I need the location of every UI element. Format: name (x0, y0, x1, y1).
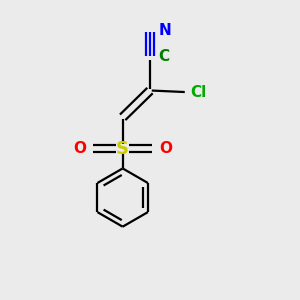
Text: S: S (116, 140, 129, 158)
Text: C: C (158, 49, 169, 64)
Text: Cl: Cl (190, 85, 206, 100)
Text: O: O (159, 141, 172, 156)
Text: N: N (158, 23, 171, 38)
Text: O: O (74, 141, 86, 156)
